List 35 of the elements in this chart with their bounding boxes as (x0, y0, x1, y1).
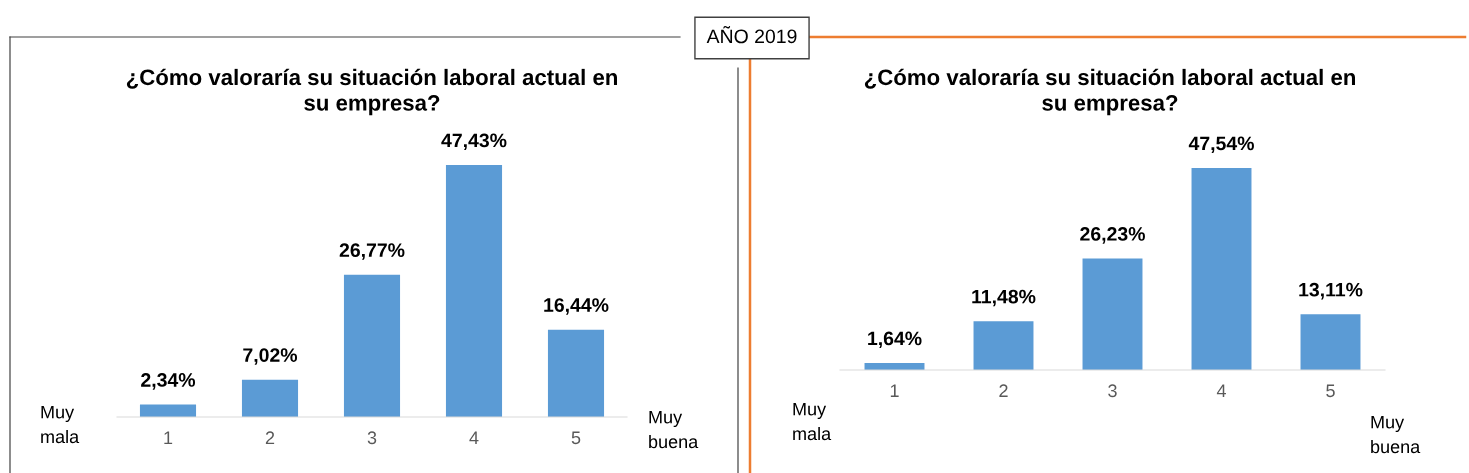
bar (343, 274, 401, 417)
data-label: 11,48% (972, 289, 1036, 307)
x-tick-label: 1 (890, 384, 899, 397)
data-label: 26,77% (339, 243, 405, 260)
x-tick-label: 3 (1108, 384, 1117, 398)
bar (445, 165, 503, 417)
x-tick-label: 5 (571, 431, 581, 445)
text: Muy buena (649, 410, 699, 449)
bar (547, 329, 605, 417)
text: Muy mala (41, 405, 80, 444)
x-tick-label: 5 (1326, 384, 1335, 398)
x-tick-label: 4 (469, 431, 479, 444)
data-label: 47,54% (1188, 136, 1254, 154)
text: AÑO 2019 (706, 25, 797, 44)
data-label: 13,11% (1299, 282, 1363, 300)
x-tick-label: 2 (265, 431, 275, 444)
x-tick-label: 2 (999, 384, 1008, 397)
x-tick-label: 4 (1216, 384, 1226, 397)
chart-title: ¿Cómo valoraría su situación laboral actual en su empresa? (126, 68, 618, 116)
x-tick-label: 1 (164, 431, 173, 444)
data-label: 2,34% (141, 373, 196, 390)
bar (1082, 258, 1143, 370)
bar (1300, 314, 1361, 370)
text: Muy mala (793, 402, 832, 441)
chart-title: ¿Cómo valoraría su situación laboral actual en su empresa? (864, 68, 1356, 116)
text: Muy buena (1371, 415, 1421, 454)
bar (973, 321, 1034, 370)
bar (241, 379, 299, 417)
bar (1191, 168, 1252, 370)
data-label: 16,44% (544, 298, 609, 315)
data-label: 1,64% (868, 331, 922, 349)
data-label: 26,23% (1080, 227, 1145, 244)
data-label: 47,43% (441, 133, 507, 151)
data-label: 7,02% (243, 348, 298, 365)
x-tick-label: 3 (367, 431, 377, 445)
